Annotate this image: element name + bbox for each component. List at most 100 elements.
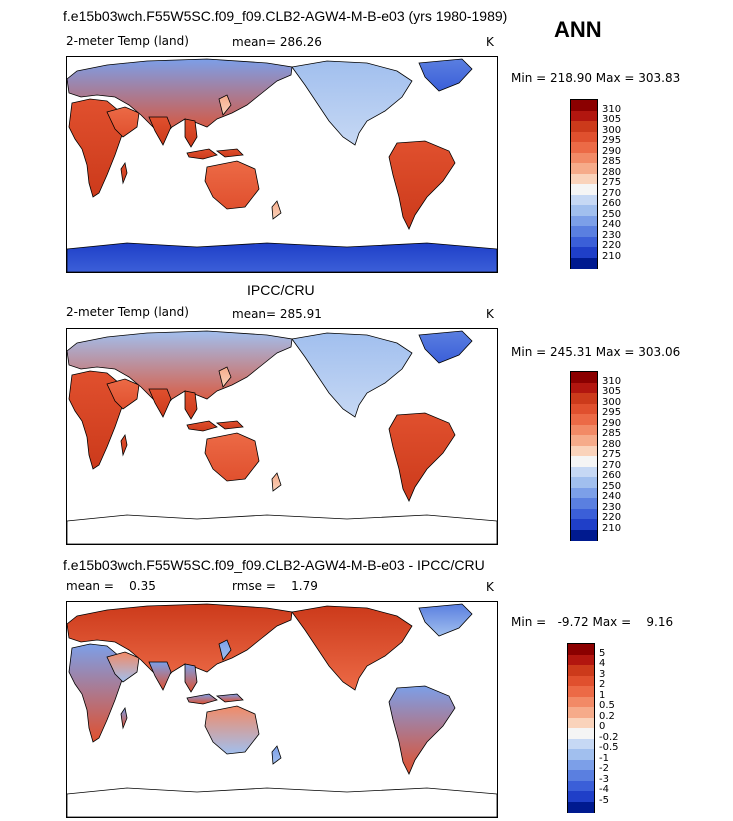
- colorbar-swatch: [571, 435, 597, 446]
- colorbar-swatch: [568, 717, 594, 729]
- land-region: [271, 200, 282, 220]
- colorbar-tick-label: 290: [602, 145, 622, 157]
- colorbar-tick-label: 275: [602, 177, 622, 188]
- colorbar-swatch: [568, 770, 594, 781]
- land-region: [388, 412, 456, 502]
- panel3-unit-label: K: [486, 580, 494, 594]
- colorbar-tick-label: 295: [602, 407, 622, 418]
- land-region: [120, 161, 128, 185]
- panel1-map: [66, 56, 498, 273]
- colorbar-tick-label: 3: [599, 668, 606, 680]
- colorbar-tick-label: -0.5: [599, 742, 619, 753]
- land-region: [67, 514, 497, 544]
- colorbar-swatch: [568, 780, 594, 792]
- land-region: [218, 94, 232, 116]
- colorbar-swatch: [571, 194, 597, 206]
- panel3-title: f.e15b03wch.F55W5SC.f09_f09.CLB2-AGW4-M-…: [63, 557, 485, 573]
- land-polygons: [67, 603, 497, 817]
- colorbar-tick-label: 210: [602, 250, 622, 262]
- panel2-map: [66, 328, 498, 545]
- colorbar-tick-label: 0: [599, 721, 606, 732]
- colorbar-tick-label: 0.2: [599, 710, 615, 722]
- colorbar-swatch: [568, 675, 594, 687]
- land-region: [67, 242, 497, 272]
- colorbar-tick-label: 275: [602, 449, 622, 460]
- land-region: [184, 390, 198, 420]
- colorbar-swatch: [568, 738, 594, 750]
- colorbar-swatch: [571, 382, 597, 394]
- colorbar-tick-label: 220: [602, 240, 622, 251]
- land-region: [184, 118, 198, 148]
- colorbar-tick-label: 305: [602, 386, 622, 397]
- colorbar-swatch: [571, 247, 597, 258]
- colorbar-tick-label: 300: [602, 124, 622, 136]
- colorbar-tick-label: 310: [602, 375, 622, 387]
- colorbar-tick-label: 0.5: [599, 700, 615, 711]
- colorbar-swatch: [571, 372, 597, 383]
- land-region: [106, 378, 140, 410]
- colorbar-swatch: [571, 226, 597, 237]
- land-region: [291, 332, 413, 418]
- colorbar-tick-label: 260: [602, 198, 622, 209]
- colorbar-swatch: [571, 498, 597, 509]
- colorbar-swatch: [568, 696, 594, 708]
- land-region: [204, 705, 260, 755]
- colorbar-swatch: [571, 424, 597, 436]
- panel2-mean-label: mean= 285.91: [232, 307, 322, 321]
- land-region: [184, 663, 198, 693]
- colorbar-tick-label: 285: [602, 428, 622, 439]
- land-region: [215, 420, 244, 430]
- land-region: [271, 745, 282, 765]
- colorbar-swatch: [571, 393, 597, 404]
- land-region: [204, 160, 260, 210]
- land-region: [148, 661, 172, 691]
- land-region: [186, 148, 218, 160]
- land-region: [67, 58, 293, 138]
- colorbar-tick-label: 220: [602, 512, 622, 523]
- colorbar-tick-label: 240: [602, 219, 622, 230]
- colorbar-tick-label: 300: [602, 396, 622, 408]
- colorbar-swatch: [568, 665, 594, 676]
- colorbar-tick-label: -4: [599, 784, 609, 795]
- panel3-map: [66, 601, 498, 818]
- colorbar-swatch: [571, 477, 597, 488]
- colorbar-tick-label: 310: [602, 103, 622, 115]
- colorbar-tick-label: -5: [599, 794, 609, 806]
- colorbar-swatch: [571, 131, 597, 143]
- colorbar-tick-label: 295: [602, 135, 622, 146]
- colorbar-swatch: [571, 184, 597, 195]
- colorbar-swatch: [571, 445, 597, 457]
- land-region: [106, 651, 140, 683]
- colorbar-swatch: [571, 142, 597, 153]
- colorbar-swatch: [568, 707, 594, 718]
- panel2-variable-label: 2-meter Temp (land): [66, 305, 189, 319]
- panel2-unit-label: K: [486, 307, 494, 321]
- colorbar-tick-label: 280: [602, 166, 622, 178]
- colorbar-swatch: [571, 414, 597, 425]
- land-region: [418, 603, 473, 637]
- land-polygons: [67, 330, 497, 544]
- colorbar-tick-label: 5: [599, 647, 606, 659]
- land-region: [388, 140, 456, 230]
- panel3-colorbar: [567, 643, 595, 813]
- land-region: [291, 60, 413, 146]
- panel3-map-canvas: [67, 603, 497, 817]
- colorbar-tick-label: 230: [602, 501, 622, 513]
- colorbar-swatch: [571, 466, 597, 478]
- colorbar-tick-label: -0.2: [599, 731, 619, 743]
- colorbar-tick-label: 250: [602, 480, 622, 492]
- colorbar-swatch: [568, 791, 594, 802]
- colorbar-tick-label: 260: [602, 470, 622, 481]
- colorbar-swatch: [568, 686, 594, 697]
- colorbar-tick-label: 2: [599, 679, 606, 690]
- land-region: [148, 388, 172, 418]
- colorbar-tick-label: 280: [602, 438, 622, 450]
- colorbar-swatch: [571, 205, 597, 216]
- land-region: [291, 605, 413, 691]
- panel2-colorbar: [570, 371, 598, 541]
- land-region: [120, 433, 128, 457]
- colorbar-swatch: [571, 173, 597, 185]
- panel1-minmax-label: Min = 218.90 Max = 303.83: [511, 71, 681, 85]
- panel3-minmax-label: Min = -9.72 Max = 9.16: [511, 615, 674, 629]
- land-region: [67, 603, 293, 683]
